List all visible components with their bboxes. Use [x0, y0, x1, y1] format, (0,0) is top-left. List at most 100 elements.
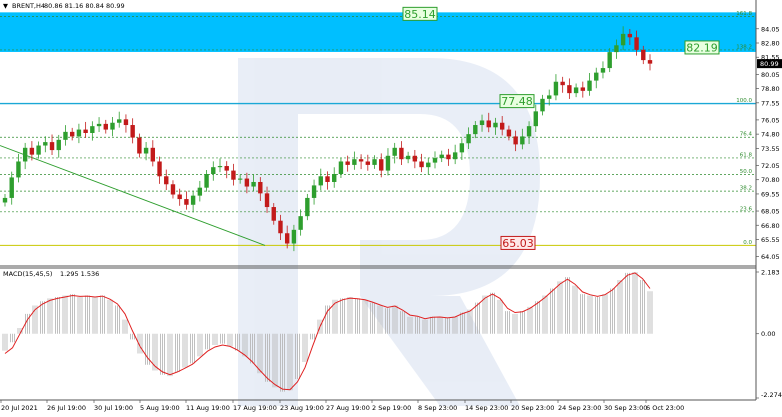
- fib-level-label: 76.4: [740, 132, 753, 138]
- macd-tick-label: 2.183: [761, 269, 780, 277]
- watermark: [238, 58, 540, 406]
- candle-body: [170, 184, 176, 195]
- candle-body: [305, 197, 310, 217]
- candle-body: [405, 155, 411, 160]
- price-tick-label: 66.80: [761, 222, 780, 230]
- time-tick-label: 26 Jul 19:00: [47, 404, 86, 412]
- candle-body: [399, 147, 404, 160]
- candle-body: [439, 154, 444, 159]
- candle-body: [479, 120, 485, 126]
- price-tick-label: 70.80: [761, 176, 780, 184]
- level-box-label: 77.48: [501, 95, 533, 108]
- price-tick-label: 84.05: [761, 25, 780, 33]
- candle-body: [237, 178, 243, 180]
- candle-body: [16, 161, 21, 178]
- candle-body: [573, 87, 579, 94]
- candle-body: [345, 161, 350, 165]
- candle-body: [298, 216, 303, 230]
- candle-body: [22, 147, 28, 162]
- candle-body: [63, 131, 68, 140]
- candle-body: [372, 159, 377, 165]
- candle-body: [264, 193, 270, 208]
- level-box-85-14: 85.14: [402, 6, 438, 21]
- candle-body: [358, 159, 364, 162]
- current-price-label: 80.99: [760, 60, 779, 68]
- candle-body: [69, 131, 75, 137]
- candle-body: [76, 129, 82, 137]
- candle-body: [29, 147, 35, 155]
- candle-body: [607, 52, 612, 69]
- time-axis[interactable]: 20 Jul 2021 26 Jul 19:00 30 Jul 19:00 5 Aug…: [0, 400, 684, 412]
- candle-body: [190, 195, 196, 205]
- price-tick-label: 74.80: [761, 131, 780, 139]
- candle-body: [379, 159, 384, 171]
- time-tick-label: 20 Sep 23:00: [511, 404, 554, 412]
- candle-body: [184, 199, 189, 205]
- candle-body: [143, 147, 149, 154]
- time-tick-label: 24 Sep 23:00: [558, 404, 601, 412]
- candle-body: [452, 152, 458, 160]
- price-tick-label: 72.05: [761, 162, 780, 170]
- candle-body: [641, 49, 646, 61]
- macd-pane: [2, 272, 653, 392]
- fib-level-label: 23.6: [740, 206, 753, 212]
- price-tick-label: 80.05: [761, 71, 780, 79]
- time-tick-label: 27 Aug 19:00: [326, 404, 370, 412]
- time-tick-label: 23 Aug 19:00: [280, 404, 324, 412]
- candle-body: [446, 154, 451, 160]
- candle-body: [647, 60, 653, 64]
- level-box-frame: [499, 94, 535, 109]
- fib-level-label: 50.0: [740, 169, 753, 175]
- candle-body: [271, 207, 276, 221]
- candle-body: [486, 120, 491, 128]
- chart-header-arrow: ▼: [3, 2, 8, 10]
- candle-body: [197, 187, 203, 196]
- candle-body: [627, 33, 633, 38]
- time-tick-label: 2 Sep 19:00: [372, 404, 411, 412]
- macd-signal-line: [4, 272, 651, 391]
- candle-body: [278, 220, 283, 234]
- fib-level-label: 61.8: [740, 152, 753, 158]
- price-tick-label: 69.55: [761, 190, 780, 198]
- candle-body: [392, 147, 397, 156]
- instrument-label: BRENT,H4: [12, 2, 45, 10]
- time-tick-label: 11 Aug 19:00: [186, 404, 230, 412]
- level-box-frame: [500, 235, 536, 250]
- time-tick-label: 6 Oct 23:00: [646, 404, 684, 412]
- candle-body: [620, 33, 626, 46]
- level-box-82-19: 82.19: [684, 40, 720, 55]
- candle-body: [2, 197, 8, 203]
- fib-level-label: 100.0: [736, 98, 752, 104]
- level-box-65-03: 65.03: [500, 235, 536, 250]
- candle-body: [177, 194, 182, 200]
- price-tick-label: 81.55: [761, 54, 780, 62]
- candle-body: [211, 167, 216, 175]
- candle-body: [419, 161, 424, 168]
- candle-body: [311, 185, 317, 198]
- level-box-frame: [684, 40, 720, 55]
- price-tick-label: 65.55: [761, 236, 780, 244]
- time-tick-label: 14 Sep 23:00: [465, 404, 508, 412]
- candle-body: [553, 81, 559, 96]
- candle-body: [83, 129, 88, 133]
- candle-body: [547, 95, 552, 99]
- candle-body: [9, 177, 14, 198]
- candle-body: [493, 122, 498, 128]
- candle-body: [224, 166, 229, 171]
- fib-level-label: 0.0: [743, 240, 752, 246]
- price-tick-label: 78.80: [761, 85, 780, 93]
- macd-tick-label: -2.274: [761, 391, 782, 399]
- candle-body: [164, 176, 169, 185]
- candle-body: [526, 126, 532, 137]
- candle-body: [231, 170, 236, 180]
- target-zone-band: [0, 12, 756, 52]
- candle-body: [123, 119, 129, 126]
- price-tick-label: 82.80: [761, 40, 780, 48]
- time-tick-label: 30 Sep 23:00: [604, 404, 647, 412]
- price-tick-label: 76.05: [761, 116, 780, 124]
- fib-level-label: 138.2: [736, 44, 752, 50]
- candle-body: [459, 143, 465, 153]
- candle-body: [204, 174, 209, 188]
